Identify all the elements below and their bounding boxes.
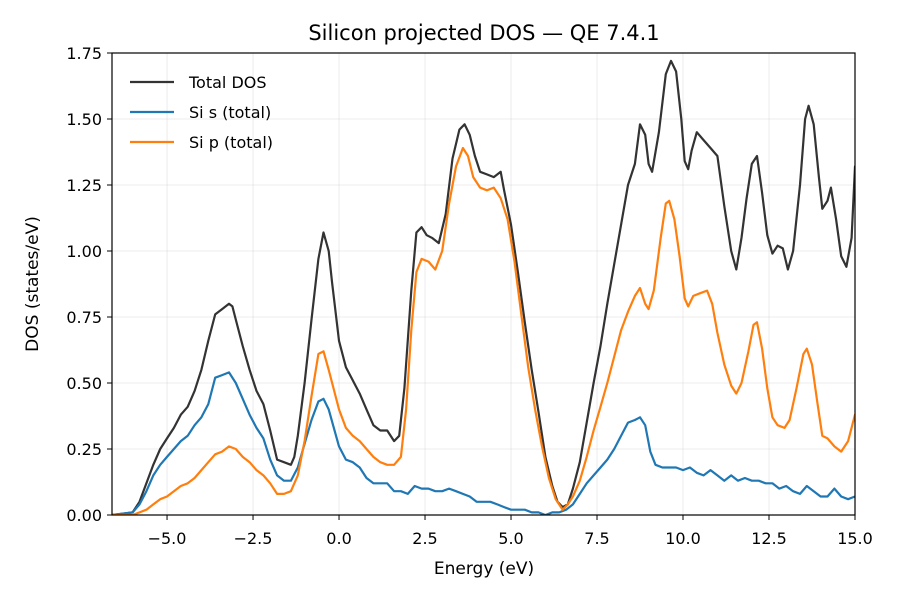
y-axis-label: DOS (states/eV) — [23, 216, 43, 352]
plot-area — [112, 59, 855, 515]
y-axis: 0.00 0.25 0.50 0.75 1.00 1.25 1.50 1.75 — [66, 44, 112, 525]
y-tick-label: 0.50 — [66, 374, 102, 393]
series-line-si-s-total — [112, 371, 855, 515]
y-tick-label: 1.00 — [66, 242, 102, 261]
x-tick-label: 7.5 — [584, 529, 609, 548]
x-tick-label: 15.0 — [837, 529, 873, 548]
legend-label: Si p (total) — [189, 133, 273, 152]
x-tick-label: 10.0 — [665, 529, 701, 548]
x-tick-label: −5.0 — [148, 529, 187, 548]
y-tick-label: 0.25 — [66, 440, 102, 459]
y-tick-label: 1.25 — [66, 176, 102, 195]
y-tick-label: 0.00 — [66, 506, 102, 525]
series-line-total-dos — [112, 59, 855, 515]
x-axis: −5.0 −2.5 0.0 2.5 5.0 7.5 10.0 12.5 15.0 — [148, 515, 873, 548]
series-line-si-p-total — [112, 146, 855, 515]
legend-label: Si s (total) — [189, 103, 271, 122]
y-tick-label: 1.75 — [66, 44, 102, 63]
x-tick-label: 2.5 — [412, 529, 437, 548]
y-tick-label: 1.50 — [66, 110, 102, 129]
legend-label: Total DOS — [188, 73, 267, 92]
x-tick-label: 12.5 — [751, 529, 787, 548]
legend: Total DOS Si s (total) Si p (total) — [130, 73, 273, 152]
x-tick-label: 5.0 — [498, 529, 523, 548]
x-axis-label: Energy (eV) — [434, 559, 534, 579]
axes-frame — [111, 52, 856, 516]
x-tick-label: −2.5 — [234, 529, 273, 548]
y-tick-label: 0.75 — [66, 308, 102, 327]
x-tick-label: 0.0 — [326, 529, 351, 548]
chart-title: Silicon projected DOS — QE 7.4.1 — [308, 21, 659, 45]
